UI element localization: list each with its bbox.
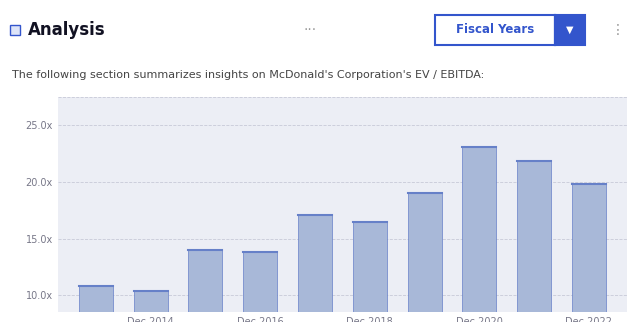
Bar — [517, 161, 551, 322]
Text: Fiscal Years: Fiscal Years — [456, 24, 534, 36]
Text: ▼: ▼ — [566, 25, 573, 35]
Text: The following section summarizes insights on McDonald's Corporation's EV / EBITD: The following section summarizes insight… — [12, 70, 484, 80]
Text: Analysis: Analysis — [28, 21, 106, 39]
Bar — [10, 25, 20, 35]
Text: ⋮: ⋮ — [611, 23, 625, 37]
Bar — [189, 250, 223, 322]
Bar — [134, 291, 168, 322]
Bar — [353, 222, 387, 322]
Bar — [572, 184, 606, 322]
Bar — [462, 147, 496, 322]
Bar — [79, 286, 113, 322]
Bar — [243, 252, 277, 322]
Text: ···: ··· — [303, 23, 317, 37]
FancyBboxPatch shape — [555, 15, 585, 45]
Bar — [408, 193, 442, 322]
FancyBboxPatch shape — [435, 15, 555, 45]
Bar — [298, 215, 332, 322]
